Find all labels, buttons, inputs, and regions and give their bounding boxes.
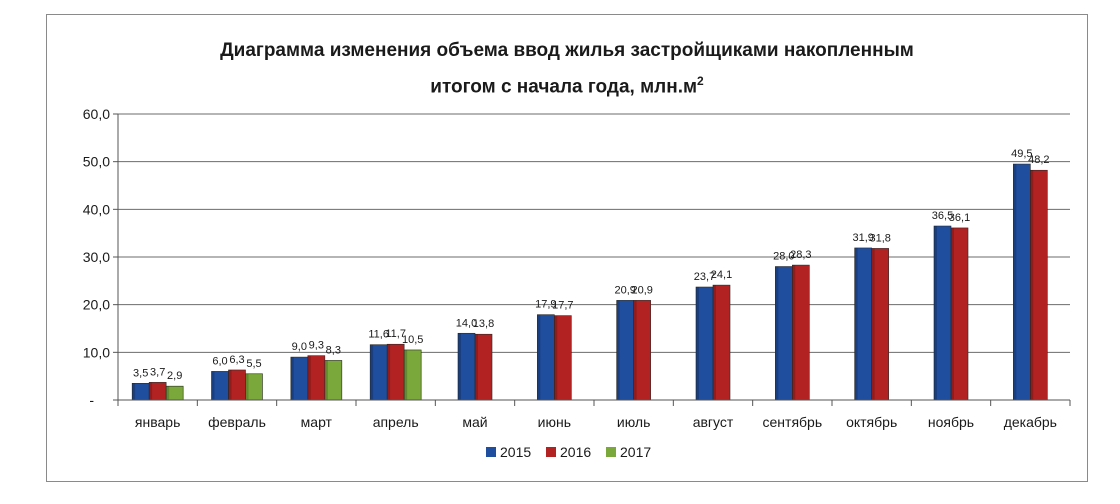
data-label-2016-май: 13,8 xyxy=(473,318,494,330)
legend-swatch-2015 xyxy=(486,447,496,457)
chart-title-line-2: итогом с начала года, млн.м2 xyxy=(46,66,1088,102)
chart-title-superscript: 2 xyxy=(697,74,704,88)
data-label-2015-апрель: 11,6 xyxy=(368,329,389,341)
bar-shade-2017-апрель xyxy=(404,349,408,400)
bar-shade-2015-июль xyxy=(616,300,620,400)
data-label-2016-сентябрь: 28,3 xyxy=(790,249,811,261)
ytick-label-30: 30,0 xyxy=(83,249,110,265)
axes: - 10,0 20,0 30,0 40,0 50,0 60,0 январь февраль ма… xyxy=(83,106,1071,430)
data-labels: 3,5 3,7 2,9 6,0 6,3 5,5 9,0 9,3 8,3 11,611,710,5 1… xyxy=(133,148,1050,382)
xtick-label-январь: январь xyxy=(135,414,180,430)
xtick-label-ноябрь: ноябрь xyxy=(928,414,974,430)
ytick-label-60: 60,0 xyxy=(83,106,110,122)
xtick-label-апрель: апрель xyxy=(373,414,419,430)
data-label-2015-январь: 3,5 xyxy=(133,367,148,379)
data-label-2017-апрель: 10,5 xyxy=(402,334,423,346)
chart-frame xyxy=(46,14,1088,482)
bars xyxy=(131,163,1048,401)
xtick-label-июнь: июнь xyxy=(538,414,571,430)
data-label-2015-февраль: 6,0 xyxy=(212,355,227,367)
data-label-2016-октябрь: 31,8 xyxy=(869,232,890,244)
data-label-2017-март: 8,3 xyxy=(326,344,341,356)
bar-shade-2016-октябрь xyxy=(871,248,875,400)
xtick-label-март: март xyxy=(301,414,333,430)
bar-shade-2015-январь xyxy=(132,383,136,400)
ytick-label-50: 50,0 xyxy=(83,154,110,170)
xtick-label-февраль: февраль xyxy=(208,414,266,430)
ytick-label-40: 40,0 xyxy=(83,201,110,217)
chart-title-line-1: Диаграмма изменения объема ввод жилья за… xyxy=(220,40,914,61)
bar-shade-2016-март xyxy=(307,355,311,400)
ytick-label-0: - xyxy=(89,392,94,408)
xtick-label-декабрь: декабрь xyxy=(1004,414,1057,430)
data-label-2016-март: 9,3 xyxy=(309,340,324,352)
bar-shade-2016-июль xyxy=(633,300,637,400)
ytick-label-20: 20,0 xyxy=(83,297,110,313)
grid-lines xyxy=(118,113,1070,353)
bar-shade-2015-февраль xyxy=(211,371,215,400)
bar-shade-2017-январь xyxy=(166,386,170,400)
bar-shade-2015-сентябрь xyxy=(775,266,779,400)
bar-shade-2016-август xyxy=(713,285,716,400)
bar-shade-2016-январь xyxy=(149,382,153,400)
bar-shade-2016-ноябрь xyxy=(951,227,954,400)
data-label-2016-январь: 3,7 xyxy=(150,366,165,378)
data-label-2016-апрель: 11,7 xyxy=(385,328,406,340)
legend: 2015 2016 2017 xyxy=(486,444,651,460)
legend-label-2016: 2016 xyxy=(560,444,591,460)
legend-label-2015: 2015 xyxy=(500,444,531,460)
bar-shade-2016-февраль xyxy=(228,369,232,400)
legend-label-2017: 2017 xyxy=(620,444,651,460)
bar-shade-2015-ноябрь xyxy=(934,226,937,400)
data-label-2015-июнь: 17,9 xyxy=(535,299,556,311)
bar-shade-2016-сентябрь xyxy=(792,265,796,400)
data-label-2015-июль: 20,9 xyxy=(614,284,635,296)
xtick-label-май: май xyxy=(462,414,487,430)
bar-shade-2015-апрель xyxy=(370,344,374,400)
data-label-2016-февраль: 6,3 xyxy=(229,354,244,366)
bar-shade-2015-август xyxy=(696,287,699,400)
data-label-2015-октябрь: 31,9 xyxy=(852,232,873,244)
data-label-2015-март: 9,0 xyxy=(292,341,307,353)
data-label-2017-февраль: 5,5 xyxy=(246,358,261,370)
data-label-2015-сентябрь: 28,0 xyxy=(773,251,794,263)
legend-swatch-2016 xyxy=(546,447,556,457)
bar-shade-2016-май xyxy=(475,334,478,400)
bar-shade-2015-июнь xyxy=(537,314,541,400)
bar-shade-2015-декабрь xyxy=(1013,164,1017,400)
bar-shade-2017-февраль xyxy=(245,373,249,400)
xtick-label-август: август xyxy=(693,414,734,430)
data-label-2016-август: 24,1 xyxy=(711,269,732,281)
data-label-2016-июнь: 17,7 xyxy=(552,300,573,312)
xtick-label-июль: июль xyxy=(617,414,650,430)
data-label-2016-июль: 20,9 xyxy=(631,284,652,296)
xtick-label-сентябрь: сентябрь xyxy=(763,414,823,430)
bar-shade-2016-декабрь xyxy=(1030,170,1034,400)
data-label-2015-декабрь: 49,5 xyxy=(1011,148,1032,160)
bar-shade-2015-октябрь xyxy=(854,247,858,400)
chart-title-line-2-text: итогом с начала года, млн.м xyxy=(430,76,698,98)
legend-swatch-2017 xyxy=(606,447,616,457)
bar-shade-2015-март xyxy=(290,357,294,400)
bar-shade-2015-май xyxy=(458,333,461,400)
data-label-2015-ноябрь: 36,5 xyxy=(932,210,953,222)
data-label-2016-ноябрь: 36,1 xyxy=(949,212,970,224)
ytick-label-10: 10,0 xyxy=(83,344,110,360)
data-label-2015-май: 14,0 xyxy=(456,317,477,329)
bar-shade-2016-июнь xyxy=(554,315,558,400)
data-label-2016-декабрь: 48,2 xyxy=(1028,154,1049,166)
bar-shade-2017-март xyxy=(324,360,328,400)
xtick-label-октябрь: октябрь xyxy=(846,414,897,430)
bar-shade-2016-апрель xyxy=(387,344,391,400)
data-label-2017-январь: 2,9 xyxy=(167,370,182,382)
data-label-2015-август: 23,7 xyxy=(694,271,715,283)
chart-title: Диаграмма изменения объема ввод жилья за… xyxy=(46,36,1088,102)
